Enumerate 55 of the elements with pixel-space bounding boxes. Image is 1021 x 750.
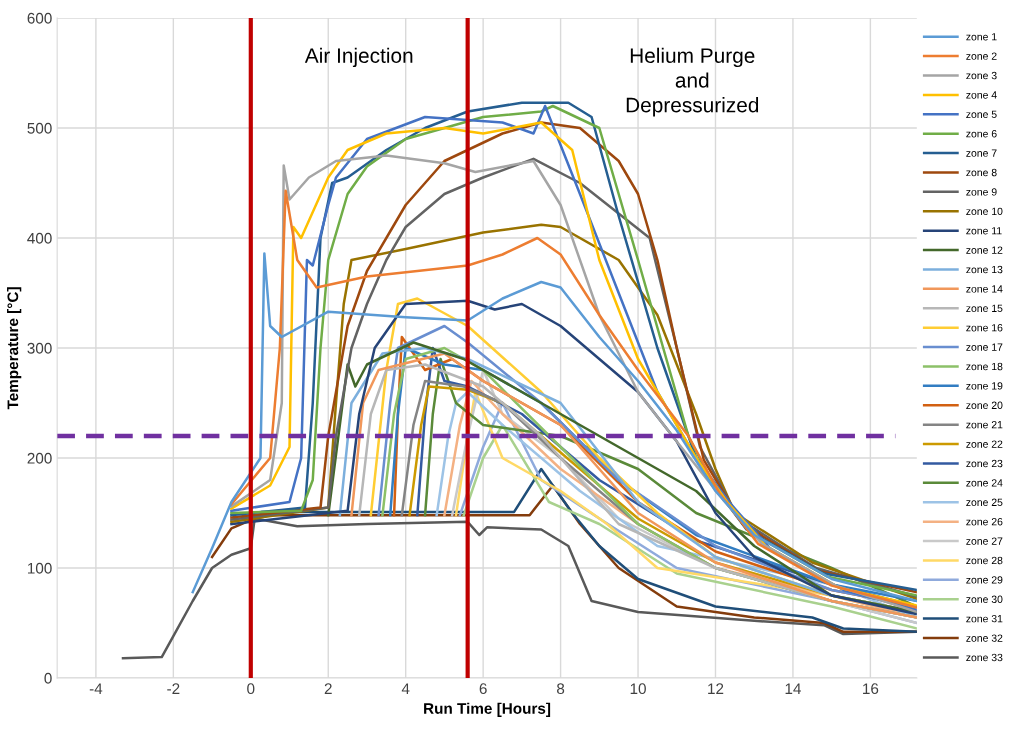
legend-label: zone 18 xyxy=(966,362,1003,371)
annotation: Helium Purge and Depressurized xyxy=(626,47,759,117)
y-tick-label: 400 xyxy=(27,232,52,244)
legend-label: zone 29 xyxy=(966,576,1003,584)
legend-label: zone 4 xyxy=(966,91,997,99)
x-tick-label: 6 xyxy=(479,683,487,695)
legend-label: zone 22 xyxy=(966,440,1003,448)
legend-label: zone 27 xyxy=(966,537,1003,545)
legend-label: zone 24 xyxy=(966,479,1003,487)
legend-label: zone 17 xyxy=(966,343,1003,351)
x-tick-label: 10 xyxy=(630,683,646,695)
y-tick-label: 100 xyxy=(27,562,52,574)
legend-label: zone 20 xyxy=(966,401,1003,409)
y-tick-label: 0 xyxy=(44,672,52,684)
legend-label: zone 6 xyxy=(966,130,997,138)
legend-label: zone 1 xyxy=(966,33,997,41)
legend-label: zone 28 xyxy=(966,556,1003,565)
x-tick-label: 0 xyxy=(247,683,255,695)
x-axis-title: Run Time [Hours] xyxy=(424,702,551,717)
legend-label: zone 26 xyxy=(966,518,1003,526)
legend-label: zone 19 xyxy=(966,382,1003,390)
legend-label: zone 30 xyxy=(966,595,1003,603)
legend-label: zone 11 xyxy=(966,227,1002,235)
legend-label: zone 25 xyxy=(966,498,1003,506)
legend-label: zone 12 xyxy=(966,246,1003,254)
legend-label: zone 8 xyxy=(966,168,997,177)
y-tick-label: 600 xyxy=(27,12,52,24)
legend-label: zone 10 xyxy=(966,207,1003,216)
legend-label: zone 32 xyxy=(966,634,1003,642)
x-tick-label: 2 xyxy=(324,683,332,694)
legend-label: zone 9 xyxy=(966,188,997,196)
x-tick-label: 16 xyxy=(863,683,879,695)
y-axis-title: Temperature [°C] xyxy=(7,287,22,410)
legend-label: zone 33 xyxy=(966,653,1003,662)
x-tick-label: 4 xyxy=(401,683,410,694)
annotation: Air Injection xyxy=(304,47,413,68)
y-tick-label: 500 xyxy=(27,122,52,134)
legend-label: zone 3 xyxy=(966,71,997,80)
y-tick-label: 300 xyxy=(27,342,52,354)
x-tick-label: 8 xyxy=(557,683,565,695)
legend-label: zone 5 xyxy=(966,110,997,119)
legend-label: zone 16 xyxy=(966,324,1003,332)
y-tick-label: 200 xyxy=(27,452,52,464)
x-tick-label: -2 xyxy=(167,683,180,694)
legend-label: zone 21 xyxy=(966,421,1003,429)
legend-label: zone 7 xyxy=(966,149,997,157)
legend-label: zone 31 xyxy=(966,614,1003,623)
legend-label: zone 14 xyxy=(966,285,1003,293)
x-tick-label: 14 xyxy=(785,683,801,694)
legend-label: zone 2 xyxy=(966,52,997,60)
x-tick-label: -4 xyxy=(89,683,103,694)
legend-label: zone 15 xyxy=(966,304,1003,312)
x-tick-label: 12 xyxy=(708,683,724,694)
legend-label: zone 13 xyxy=(966,265,1003,274)
legend-label: zone 23 xyxy=(966,459,1003,468)
